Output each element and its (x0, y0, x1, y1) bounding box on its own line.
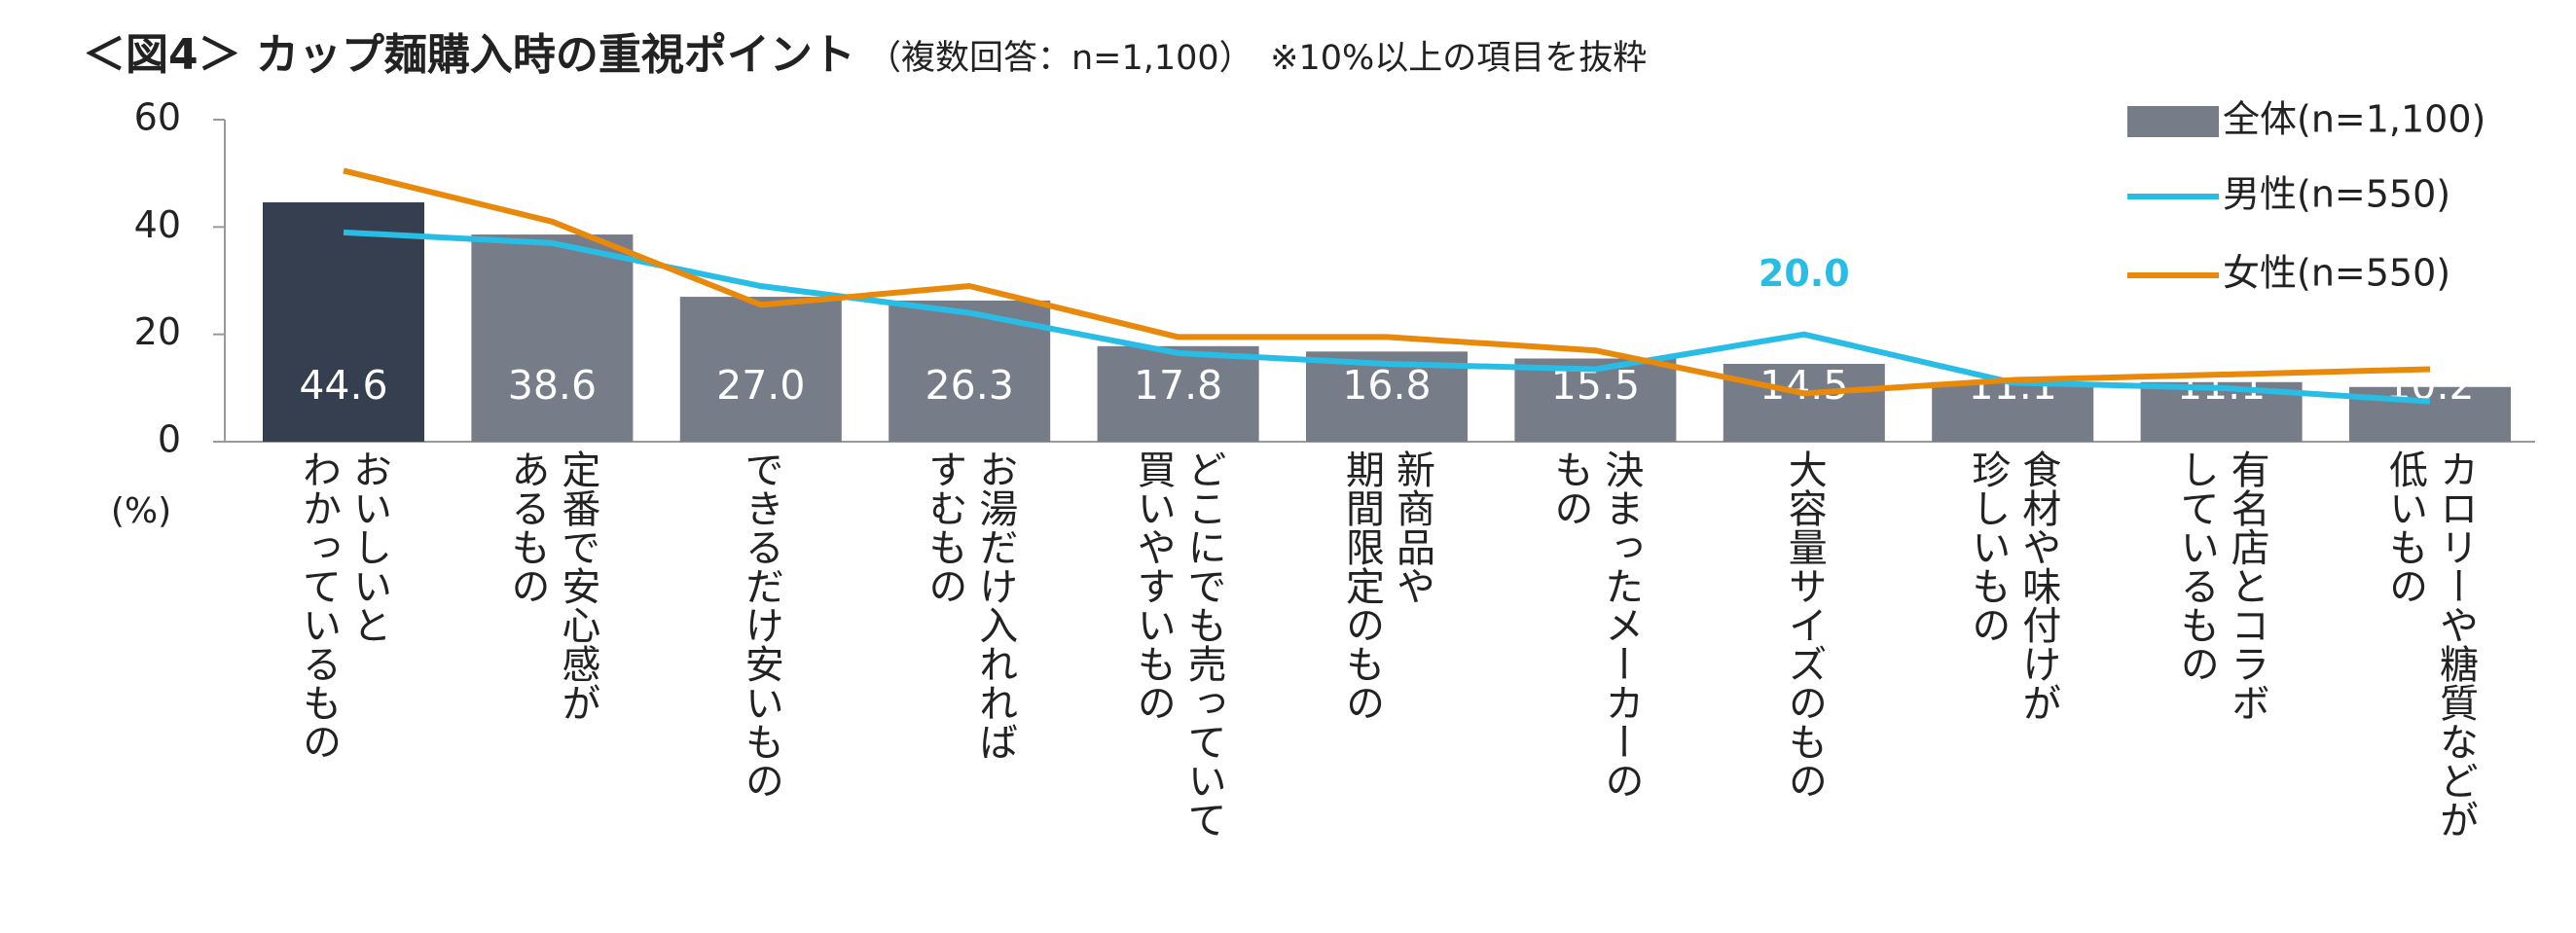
x-tick-label: 有名店とコラボ しているもの (2173, 449, 2269, 722)
bar-value-label: 44.6 (299, 362, 387, 409)
bar-value-label: 27.0 (716, 362, 805, 409)
x-tick-label: 定番で安心感が あるもの (504, 449, 600, 722)
bar (1514, 358, 1677, 442)
bar-value-label: 26.3 (925, 362, 1014, 409)
x-tick-label: 決まったメーカーの もの (1547, 449, 1644, 800)
line-series (343, 167, 2431, 397)
y-axis-label: (%) (111, 491, 171, 531)
chart-subtitle: （複数回答：n=1,100） ※10%以上の項目を抜粋 (866, 39, 1648, 78)
y-tick-label: 60 (134, 96, 181, 139)
bar-value-label: 38.6 (508, 362, 597, 409)
x-tick-label: お湯だけ入れれば すむもの (922, 449, 1018, 761)
bar (1932, 381, 2094, 442)
x-tick-label: できるだけ安いもの (738, 449, 783, 800)
x-tick-label: おいしいと わかっているもの (296, 449, 391, 761)
bar (263, 201, 424, 442)
x-tick-label: 新商品や 期間限定のもの (1339, 449, 1434, 722)
y-tick-label: 0 (158, 418, 181, 461)
legend-label: 男性(n=550) (2223, 173, 2450, 216)
x-tick-label: カロリーや糖質などが 低いもの (2382, 449, 2478, 839)
legend-swatch (2127, 106, 2219, 137)
chart-title: ＜図4＞ カップ麺購入時の重視ポイント (83, 30, 855, 80)
x-tick-label: 食材や味付けが 珍しいもの (1965, 449, 2061, 722)
bar (1097, 345, 1259, 442)
bar (679, 297, 842, 442)
y-tick-label: 20 (134, 310, 181, 353)
y-tick-label: 40 (134, 203, 181, 246)
title-block: ＜図4＞ カップ麺購入時の重視ポイント （複数回答：n=1,100） ※10%以上… (83, 19, 1647, 82)
legend-label: 女性(n=550) (2223, 252, 2450, 295)
x-tick-label: 大容量サイズのもの (1781, 449, 1827, 800)
bar-value-label: 16.8 (1342, 362, 1431, 409)
x-tick-label: どこにでも売っていて 買いやすいもの (1130, 449, 1226, 839)
bar (1723, 364, 1885, 442)
bar-value-label: 17.8 (1134, 362, 1222, 409)
line-value-label: 20.0 (1759, 252, 1850, 295)
legend-label: 全体(n=1,100) (2223, 98, 2485, 141)
line-series (343, 229, 2431, 405)
bar (471, 234, 634, 442)
